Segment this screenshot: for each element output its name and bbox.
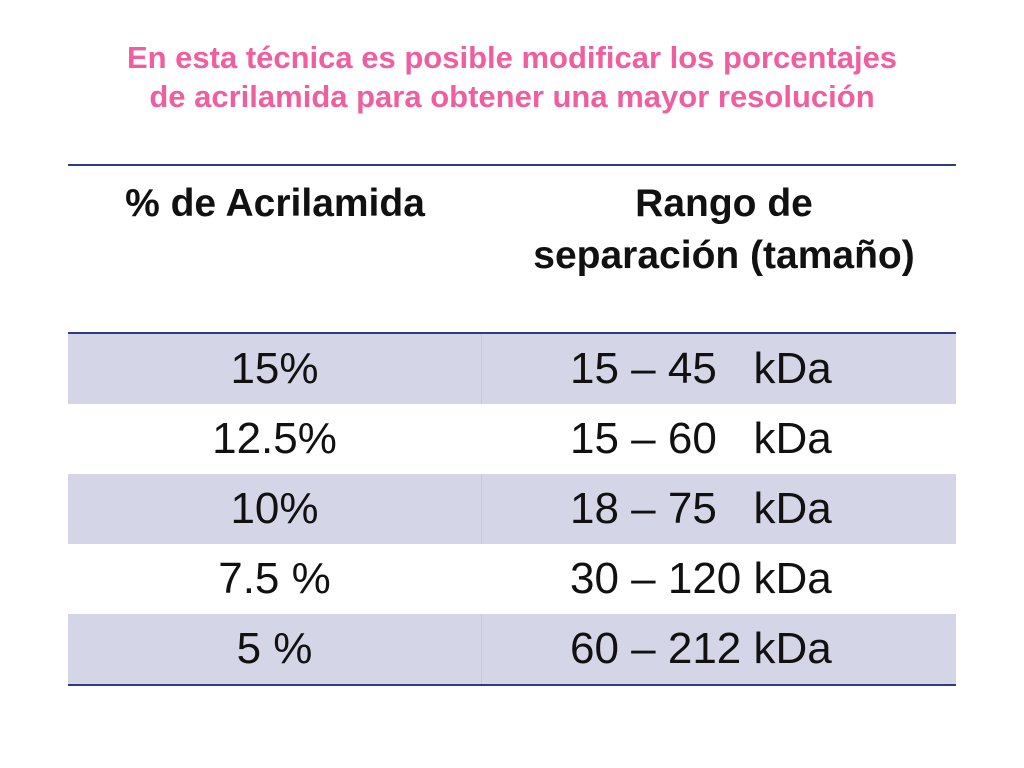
cell-range: 30 – 120 kDa — [570, 554, 832, 603]
acrylamide-table: % de Acrilamida Rango de separación (tam… — [68, 164, 956, 686]
table-header-row: % de Acrilamida Rango de separación (tam… — [68, 166, 956, 332]
cell-range: 15 – 60 kDa — [570, 414, 832, 463]
header-acrylamide: % de Acrilamida — [125, 182, 425, 225]
header-range-line-2: separación (tamaño) — [533, 234, 915, 277]
title-line-1: En esta técnica es posible modificar los… — [126, 40, 898, 75]
table-bottom-rule — [68, 684, 956, 686]
table-row: 10% 18 – 75 kDa — [68, 474, 956, 544]
header-range-line-1: Rango de — [635, 182, 813, 225]
cell-acrylamide: 5 % — [68, 614, 482, 684]
cell-acrylamide: 10% — [68, 474, 482, 544]
cell-range: 15 – 45 kDa — [570, 344, 832, 393]
table-row: 5 % 60 – 212 kDa — [68, 614, 956, 684]
table-top-rule — [68, 164, 956, 166]
table-row: 15% 15 – 45 kDa — [68, 334, 956, 404]
cell-range: 60 – 212 kDa — [570, 624, 832, 673]
table-row: 12.5% 15 – 60 kDa — [68, 404, 956, 474]
table-row: 7.5 % 30 – 120 kDa — [68, 544, 956, 614]
cell-acrylamide: 7.5 % — [68, 544, 482, 614]
cell-acrylamide: 15% — [68, 334, 482, 404]
cell-range: 18 – 75 kDa — [570, 484, 832, 533]
header-range: Rango de separación (tamaño) — [482, 166, 956, 332]
title-line-2: de acrilamida para obtener una mayor res… — [149, 79, 875, 114]
table-header-rule — [68, 332, 956, 334]
cell-acrylamide: 12.5% — [68, 404, 482, 474]
slide-title: En esta técnica es posible modificar los… — [0, 38, 1024, 116]
